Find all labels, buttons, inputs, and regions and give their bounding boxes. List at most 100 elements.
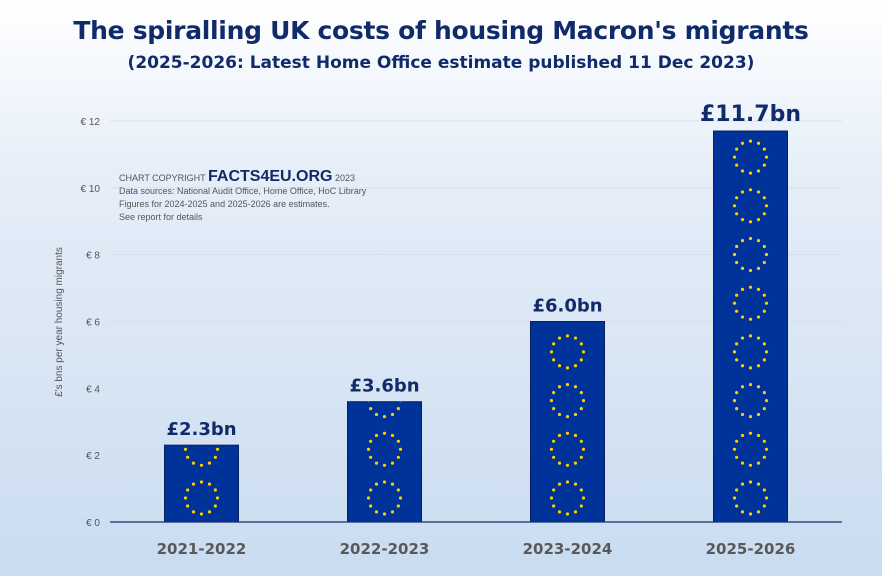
- star-icon: [552, 358, 556, 362]
- star-icon: [748, 139, 753, 143]
- star-icon: [367, 401, 370, 403]
- star-icon: [748, 480, 753, 484]
- star-icon: [735, 244, 739, 249]
- star-icon: [735, 455, 739, 459]
- star-icon: [573, 412, 578, 417]
- star-icon: [390, 412, 395, 417]
- star-icon: [735, 163, 739, 167]
- star-icon: [748, 317, 753, 321]
- star-icon: [390, 510, 395, 514]
- star-icon: [756, 239, 761, 243]
- star-icon: [213, 455, 217, 459]
- star-icon: [762, 196, 766, 200]
- star-icon: [735, 342, 739, 346]
- star-icon: [732, 399, 737, 403]
- x-tick-label: 2021-2022: [157, 540, 247, 558]
- star-icon: [756, 190, 761, 194]
- star-icon: [764, 155, 769, 159]
- copyright-note: CHART COPYRIGHT FACTS4EU.ORG 2023 Data s…: [119, 168, 366, 224]
- star-icon: [557, 385, 562, 389]
- star-icon: [757, 93, 760, 96]
- star-icon: [748, 268, 753, 273]
- star-icon: [183, 447, 188, 451]
- star-icon: [732, 204, 737, 208]
- star-icon: [732, 447, 737, 451]
- copyright-prefix: CHART COPYRIGHT: [119, 173, 206, 183]
- star-icon: [565, 334, 570, 338]
- star-icon: [740, 287, 745, 291]
- star-icon: [735, 309, 739, 313]
- star-icon: [735, 439, 739, 443]
- star-icon: [207, 482, 212, 486]
- star-icon: [748, 236, 753, 241]
- star-icon: [732, 155, 737, 159]
- star-icon: [756, 385, 761, 389]
- star-icon: [581, 350, 586, 354]
- star-icon: [732, 252, 737, 257]
- star-icon: [762, 439, 766, 443]
- star-icon: [762, 358, 766, 362]
- star-icon: [565, 512, 570, 516]
- star-icon: [764, 204, 769, 208]
- star-icon: [557, 482, 562, 486]
- star-icon: [581, 447, 586, 451]
- y-tick-label: € 8: [86, 251, 100, 262]
- star-icon: [374, 433, 379, 438]
- star-icon: [382, 415, 387, 419]
- y-tick-label: € 10: [81, 184, 101, 195]
- star-icon: [215, 496, 220, 500]
- x-tick-label: 2025-2026: [706, 540, 796, 558]
- star-icon: [552, 439, 556, 443]
- star-icon: [549, 496, 554, 500]
- star-icon: [735, 358, 739, 362]
- eu-stars-pattern: [366, 401, 403, 516]
- star-icon: [390, 482, 395, 486]
- star-icon: [186, 504, 190, 508]
- star-icon: [573, 510, 578, 514]
- bar: [347, 401, 422, 523]
- star-icon: [390, 433, 395, 438]
- star-icon: [579, 439, 583, 443]
- star-icon: [748, 220, 753, 224]
- star-icon: [552, 455, 556, 459]
- star-icon: [207, 461, 212, 465]
- star-icon: [735, 212, 739, 216]
- star-icon: [762, 244, 766, 249]
- star-icon: [566, 286, 569, 289]
- star-icon: [756, 315, 761, 319]
- star-icon: [186, 488, 190, 492]
- star-icon: [732, 350, 737, 354]
- x-tick-label: 2023-2024: [523, 540, 613, 558]
- star-icon: [374, 482, 379, 486]
- star-icon: [573, 482, 578, 486]
- star-icon: [552, 504, 556, 508]
- star-icon: [183, 496, 188, 500]
- brand-logo-text: FACTS4EU.ORG: [208, 168, 333, 185]
- note-line: Figures for 2024-2025 and 2025-2026 are …: [119, 199, 330, 209]
- star-icon: [573, 336, 578, 340]
- star-icon: [756, 169, 761, 173]
- star-icon: [756, 364, 761, 368]
- star-icon: [186, 455, 190, 459]
- y-tick-label: € 4: [86, 384, 100, 395]
- star-icon: [748, 285, 753, 289]
- star-icon: [552, 488, 556, 492]
- y-tick-label: € 6: [86, 318, 100, 329]
- star-icon: [557, 364, 562, 368]
- star-icon: [374, 510, 379, 514]
- star-icon: [557, 433, 562, 438]
- star-icon: [741, 93, 744, 96]
- star-icon: [740, 510, 745, 514]
- star-icon: [382, 512, 387, 516]
- star-icon: [735, 488, 739, 492]
- star-icon: [199, 463, 204, 467]
- eu-stars-pattern: [549, 286, 586, 516]
- star-icon: [369, 504, 373, 508]
- star-icon: [740, 433, 745, 438]
- star-icon: [557, 461, 562, 465]
- star-icon: [735, 196, 739, 200]
- star-icon: [369, 488, 373, 492]
- star-icon: [396, 407, 400, 411]
- star-icon: [735, 407, 739, 411]
- star-icon: [748, 334, 753, 338]
